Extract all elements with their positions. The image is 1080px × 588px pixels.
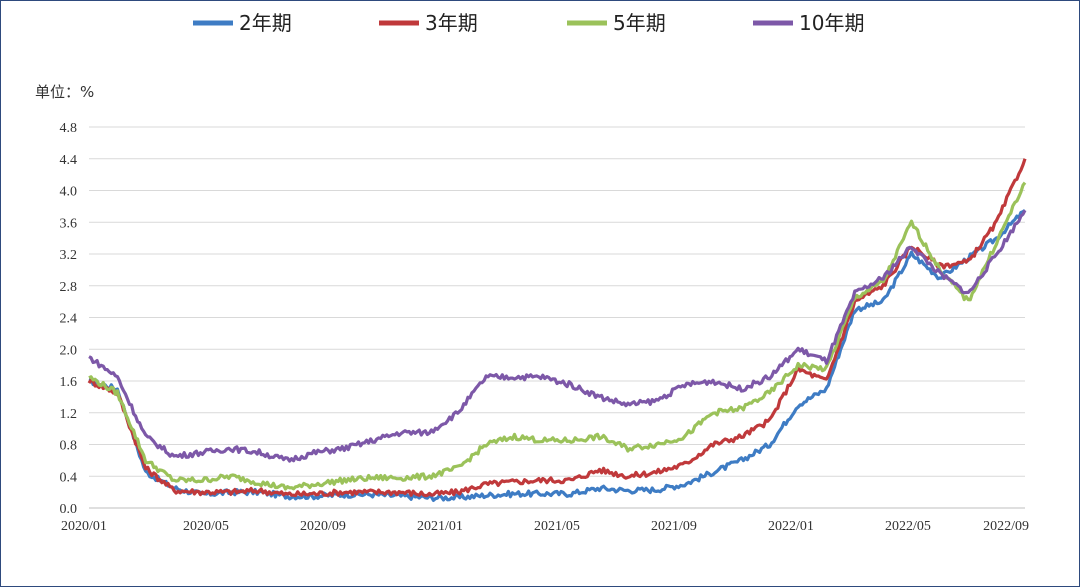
y-tick-label: 4.4	[60, 153, 78, 168]
y-tick-label: 3.2	[60, 248, 78, 263]
x-tick-label: 2021/01	[417, 519, 463, 534]
legend: 2年期 3年期 5年期 10年期	[193, 11, 864, 35]
legend-label: 5年期	[613, 11, 666, 35]
y-axis-ticks: 0.0 0.4 0.8 1.2 1.6 2.0 2.4 2.8 3.2 3.6 4.0 4.4 4.8	[60, 121, 78, 517]
y-tick-label: 1.2	[60, 407, 78, 422]
x-tick-label: 2022/05	[885, 519, 931, 534]
y-tick-label: 1.6	[60, 375, 78, 390]
legend-label: 3年期	[425, 11, 478, 35]
x-tick-label: 2020/05	[183, 519, 229, 534]
x-tick-label: 2022/01	[768, 519, 814, 534]
y-tick-label: 0.8	[60, 439, 78, 454]
series-line-2	[87, 158, 1027, 498]
y-tick-label: 2.4	[60, 312, 78, 327]
x-tick-label: 2022/09	[983, 519, 1029, 534]
series-line-4	[88, 209, 1027, 463]
series-line-3	[88, 181, 1027, 491]
y-tick-label: 4.8	[60, 121, 78, 136]
y-tick-label: 0.4	[60, 470, 78, 485]
y-tick-label: 3.6	[60, 216, 78, 231]
x-tick-label: 2020/09	[300, 519, 346, 534]
y-tick-label: 4.0	[60, 185, 78, 200]
unit-label: 单位：%	[35, 83, 94, 101]
x-tick-label: 2020/01	[61, 519, 107, 534]
x-tick-label: 2021/05	[534, 519, 580, 534]
gridlines	[89, 126, 1025, 509]
series-lines	[87, 158, 1027, 502]
x-axis-ticks: 2020/01 2020/05 2020/09 2021/01 2021/05 2021/…	[61, 519, 1029, 534]
legend-label: 2年期	[239, 11, 292, 35]
y-tick-label: 2.8	[60, 280, 78, 295]
x-tick-label: 2021/09	[651, 519, 697, 534]
y-tick-label: 2.0	[60, 343, 78, 358]
y-tick-label: 0.0	[60, 502, 78, 517]
legend-label: 10年期	[799, 11, 864, 35]
